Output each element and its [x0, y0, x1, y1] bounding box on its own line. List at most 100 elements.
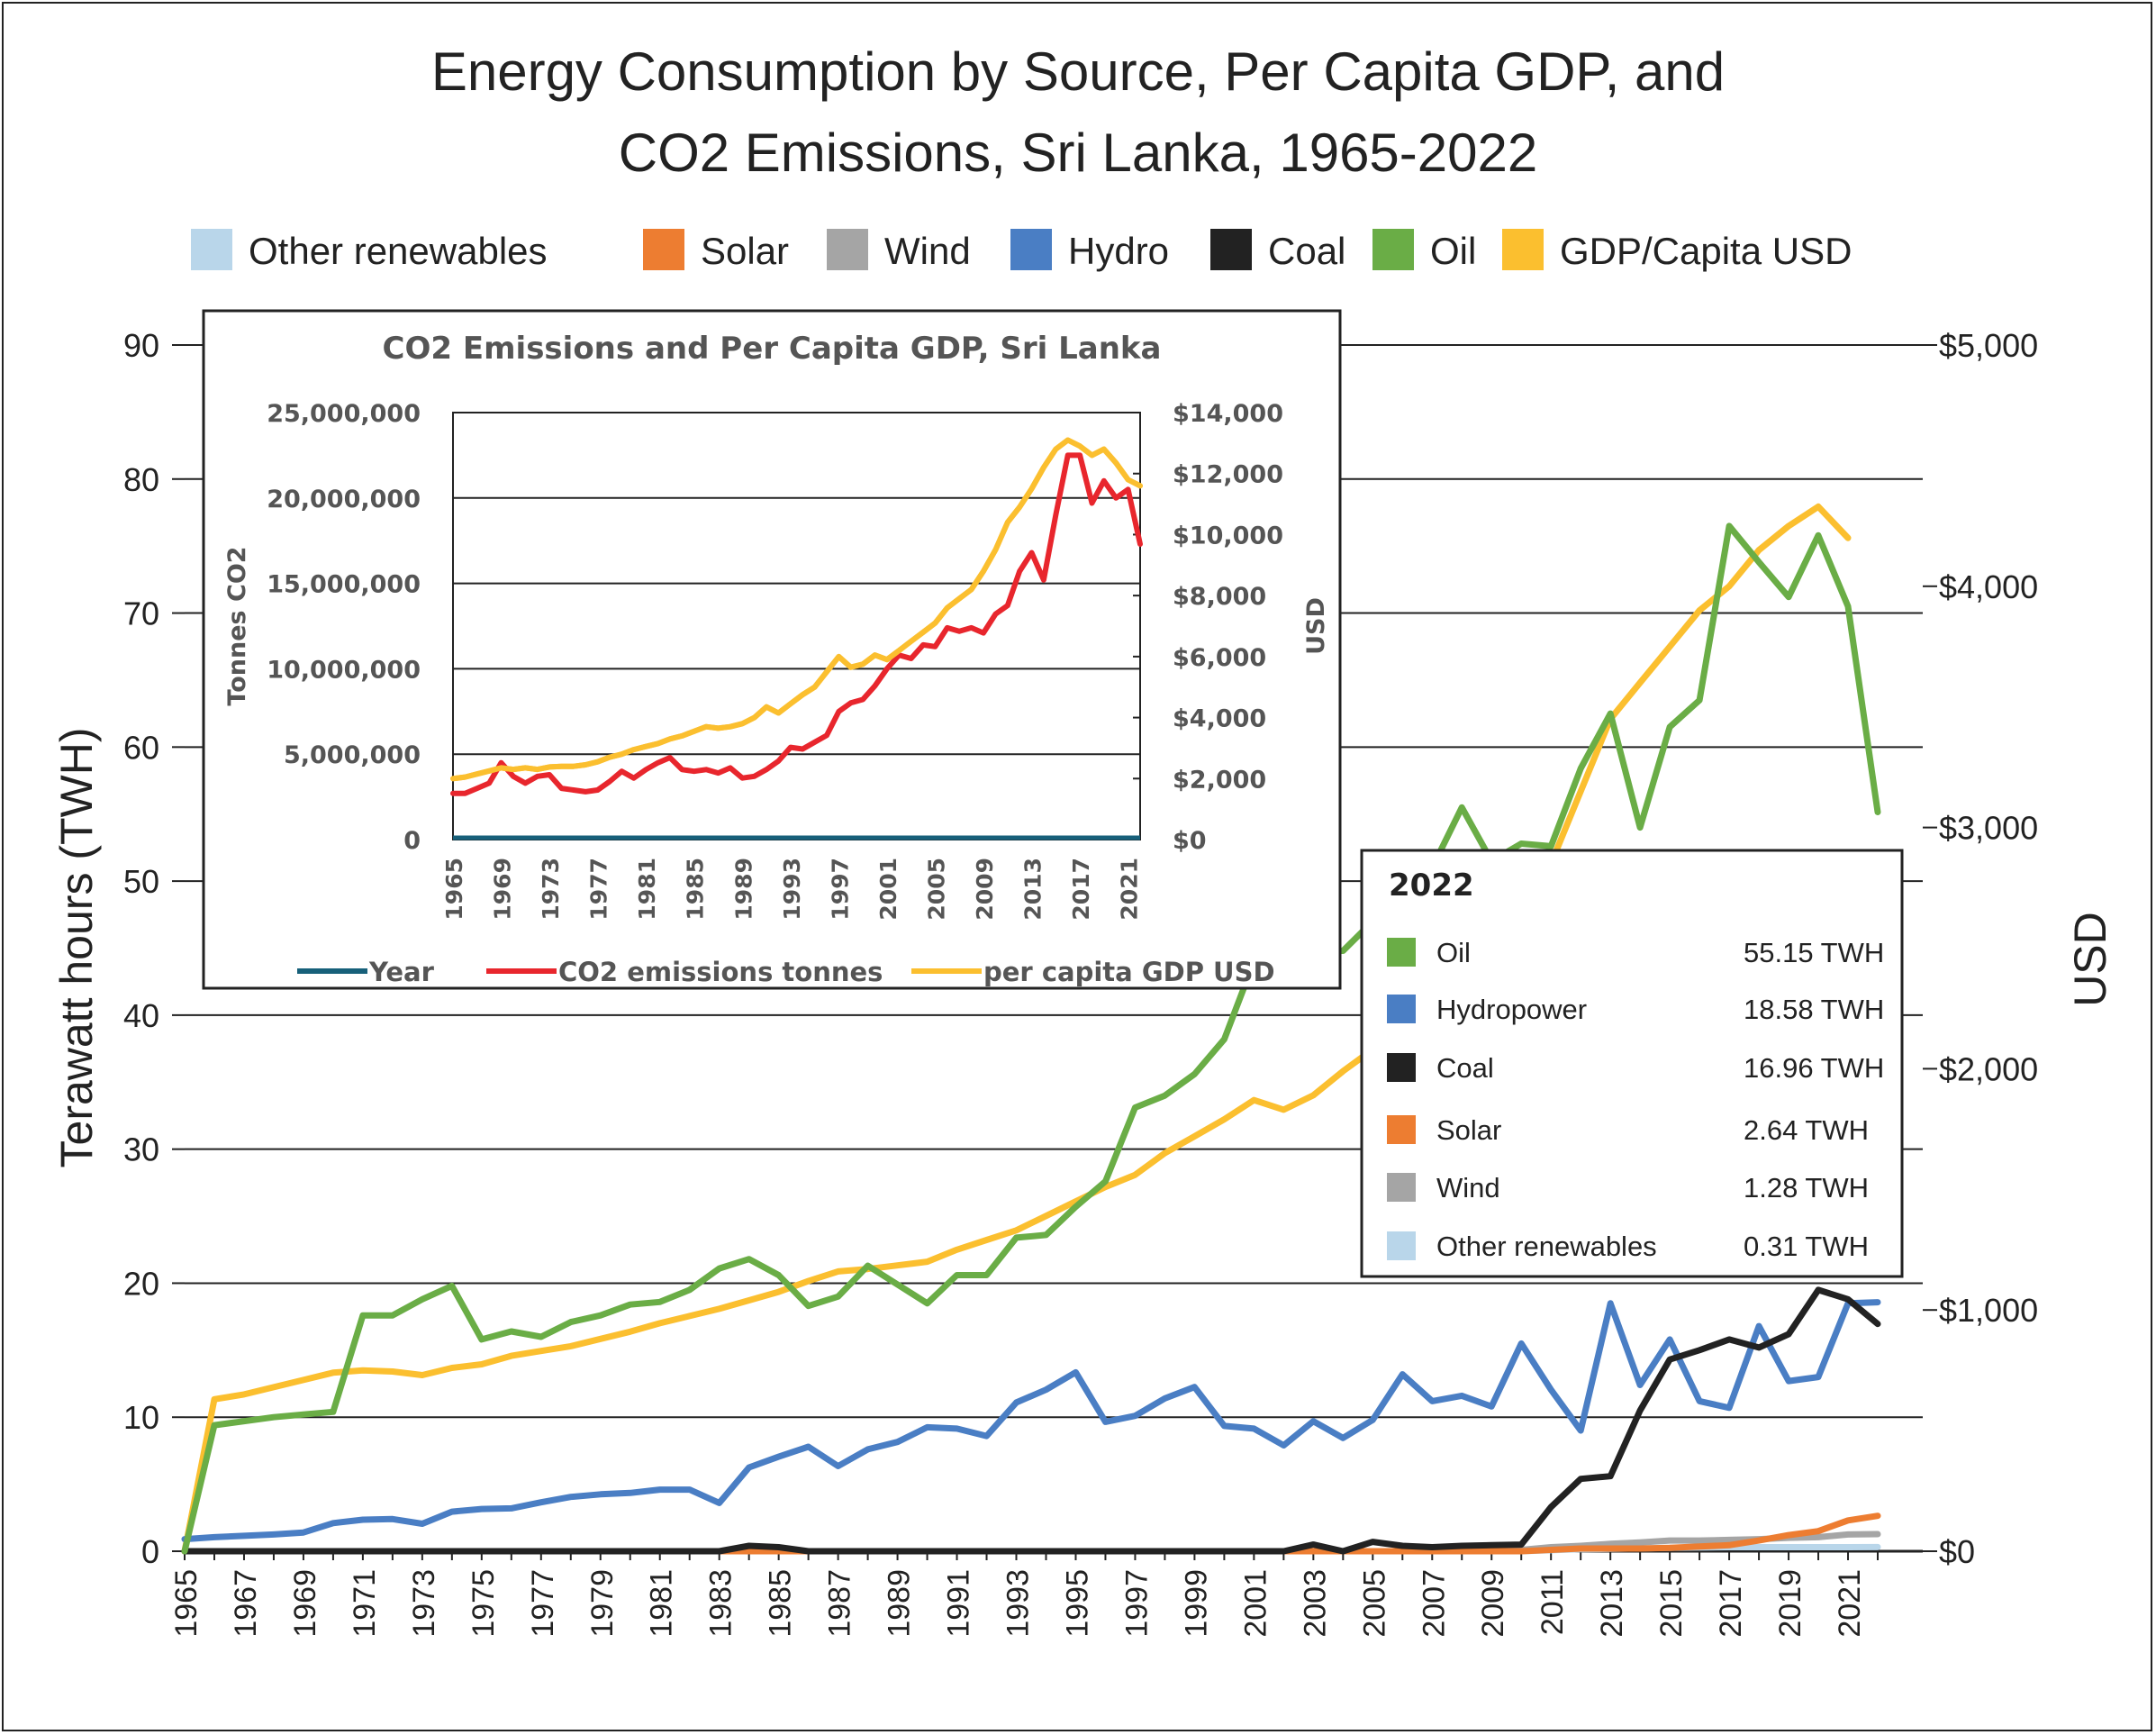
table-row-value-5: 0.31 TWH — [1744, 1231, 1869, 1262]
inset-x-tick-label: 2013 — [1020, 858, 1046, 921]
legend-swatch-2 — [827, 229, 868, 270]
legend-label-6: GDP/Capita USD — [1560, 230, 1852, 272]
inset-x-tick-label: 1973 — [538, 858, 564, 921]
y2-tick-label: $5,000 — [1939, 327, 2038, 364]
inset-y-tick-label: 10,000,000 — [267, 656, 421, 684]
inset-series-line-co2-emissions-tonnes — [450, 452, 1143, 796]
inset-x-tick-label: 1997 — [827, 858, 853, 921]
y2-tick-label: $4,000 — [1939, 568, 2038, 605]
inset-x-tick-label: 1977 — [586, 858, 612, 921]
inset-y2-tick-label: $14,000 — [1173, 400, 1283, 428]
table-row-label-4: Wind — [1436, 1172, 1500, 1204]
chart-title-line-2: CO2 Emissions, Sri Lanka, 1965-2022 — [619, 123, 1538, 183]
x-tick-label: 2005 — [1357, 1569, 1391, 1638]
inset-y-axis-label: Tonnes CO2 — [223, 546, 251, 705]
legend-label-5: Oil — [1430, 230, 1476, 272]
legend-label-2: Wind — [884, 230, 971, 272]
table-row-label-0: Oil — [1436, 937, 1471, 968]
inset-y-tick-label: 25,000,000 — [267, 400, 421, 428]
table-row-swatch-4 — [1387, 1173, 1416, 1202]
x-tick-label: 2015 — [1654, 1569, 1689, 1638]
y2-tick-label: $1,000 — [1939, 1292, 2038, 1329]
y-tick-label: 20 — [123, 1265, 159, 1302]
y-tick-label: 60 — [123, 729, 159, 766]
y-tick-label: 50 — [123, 863, 159, 900]
y2-axis-label: USD — [2065, 912, 2115, 1007]
inset-x-tick-label: 2001 — [875, 858, 901, 921]
x-tick-label: 1989 — [883, 1569, 917, 1638]
table-row-label-2: Coal — [1436, 1052, 1494, 1084]
inset-y2-tick-label: $8,000 — [1173, 583, 1266, 611]
inset-chart: CO2 Emissions and Per Capita GDP, Sri La… — [223, 331, 1330, 987]
inset-x-tick-label: 2021 — [1117, 858, 1143, 921]
y2-tick-label: $0 — [1939, 1533, 1975, 1570]
x-tick-label: 1965 — [169, 1569, 204, 1638]
x-tick-label: 1985 — [764, 1569, 798, 1638]
inset-legend-label-1: CO2 emissions tonnes — [558, 957, 883, 987]
x-tick-label: 2019 — [1773, 1569, 1807, 1638]
legend-swatch-1 — [643, 229, 684, 270]
inset-series-line-per-capita-gdp-usd-top — [450, 437, 1143, 782]
x-tick-label: 2021 — [1833, 1569, 1867, 1638]
inset-panel — [202, 309, 1342, 990]
legend-swatch-5 — [1372, 229, 1414, 270]
inset-y2-tick-label: $6,000 — [1173, 644, 1266, 672]
inset-y2-tick-label: $10,000 — [1173, 522, 1283, 550]
x-tick-label: 1981 — [645, 1569, 679, 1638]
table-row-value-3: 2.64 TWH — [1744, 1114, 1869, 1146]
x-tick-label: 1979 — [585, 1569, 620, 1638]
inset-x-tick-label: 2017 — [1068, 858, 1094, 921]
inset-x-tick-label: 1989 — [730, 858, 756, 921]
inset-x-tick-label: 1969 — [490, 858, 516, 921]
inset-legend-label-2: per capita GDP USD — [983, 957, 1275, 987]
series-line-coal — [181, 1286, 1881, 1555]
table-box-title: 2022 — [1389, 868, 1474, 904]
table-row-value-1: 18.58 TWH — [1744, 994, 1884, 1025]
x-tick-label: 2003 — [1298, 1569, 1332, 1638]
x-tick-label: 2013 — [1595, 1569, 1629, 1638]
x-tick-label: 1995 — [1060, 1569, 1094, 1638]
x-tick-label: 1991 — [942, 1569, 976, 1638]
table-row-value-4: 1.28 TWH — [1744, 1172, 1869, 1204]
x-tick-label: 1967 — [229, 1569, 263, 1638]
inset-y2-tick-label: $12,000 — [1173, 461, 1283, 489]
table-row-swatch-0 — [1387, 938, 1416, 967]
table-box — [1360, 849, 1904, 1278]
y-axis-label: Terawatt hours (TWH) — [51, 728, 102, 1168]
series-line-solar — [181, 1512, 1881, 1555]
x-tick-label: 1977 — [526, 1569, 560, 1638]
inset-y-tick-label: 0 — [403, 827, 421, 855]
table-row-swatch-3 — [1387, 1115, 1416, 1144]
x-tick-label: 1969 — [288, 1569, 322, 1638]
y-tick-label: 70 — [123, 595, 159, 632]
chart-title-line-1: Energy Consumption by Source, Per Capita… — [431, 41, 1725, 102]
legend-swatch-4 — [1210, 229, 1252, 270]
table-row-label-3: Solar — [1436, 1114, 1501, 1146]
x-tick-label: 1971 — [348, 1569, 382, 1638]
x-tick-label: 2007 — [1417, 1569, 1451, 1638]
table-row-value-0: 55.15 TWH — [1744, 937, 1884, 968]
legend-swatch-3 — [1010, 229, 1052, 270]
inset-x-tick-label: 2005 — [923, 858, 949, 921]
x-tick-label: 1975 — [467, 1569, 501, 1638]
x-tick-label: 2001 — [1238, 1569, 1273, 1638]
inset-y2-axis-label: USD — [1302, 597, 1330, 655]
x-tick-label: 2009 — [1476, 1569, 1510, 1638]
inset-y-tick-label: 15,000,000 — [267, 571, 421, 599]
legend-swatch-0 — [191, 229, 232, 270]
series-line-hydro — [181, 1299, 1881, 1543]
inset-x-tick-label: 1993 — [779, 858, 805, 921]
table-row-swatch-1 — [1387, 995, 1416, 1023]
series-line-gdp-capita-usd — [181, 503, 1852, 1555]
y-tick-label: 30 — [123, 1131, 159, 1168]
table-row-label-1: Hydropower — [1436, 994, 1587, 1025]
x-tick-label: 1997 — [1119, 1569, 1154, 1638]
legend-label-4: Coal — [1268, 230, 1345, 272]
inset-x-tick-label: 1981 — [634, 858, 660, 921]
table-row-label-5: Other renewables — [1436, 1231, 1657, 1262]
y-tick-label: 90 — [123, 327, 159, 364]
y2-tick-label: $2,000 — [1939, 1050, 2038, 1087]
x-tick-label: 1987 — [823, 1569, 857, 1638]
inset-y-tick-label: 5,000,000 — [284, 741, 421, 769]
